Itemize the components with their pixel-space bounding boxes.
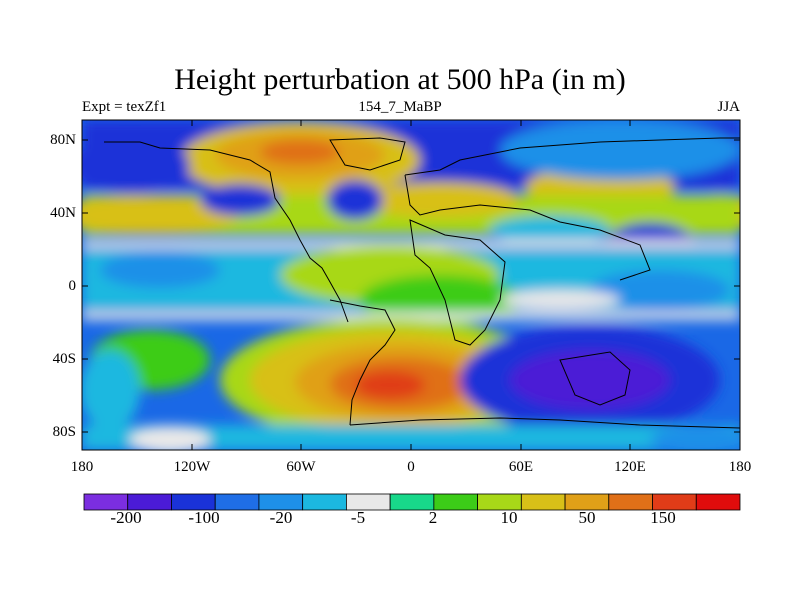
field-blob <box>82 137 190 193</box>
field-blob <box>490 216 610 244</box>
coastline-australia <box>559 351 631 406</box>
experiment-label: Expt = texZf1 <box>82 99 167 115</box>
colorbar-label: -20 <box>269 508 293 527</box>
y-tick-label: 0 <box>68 278 77 294</box>
coastline-greenland <box>329 137 406 171</box>
run-label: 154_7_MaBP <box>358 99 442 115</box>
field-blob <box>327 180 383 220</box>
x-tick-label: 120W <box>173 459 211 475</box>
field-blob <box>500 120 740 180</box>
field-blob <box>510 350 670 410</box>
season-label: JJA <box>717 99 740 115</box>
coastline-north-america <box>104 141 349 323</box>
x-tick-label: 120E <box>614 459 646 475</box>
colorbar-label: 10 <box>500 508 518 527</box>
x-tick-label: 60E <box>508 459 534 475</box>
field-band <box>82 240 740 248</box>
colorbar-label: 2 <box>428 508 438 527</box>
coastline-antarctica <box>349 417 740 429</box>
field-blob <box>82 350 140 430</box>
colorbar-label: -100 <box>188 508 220 527</box>
y-tick-label: 80S <box>52 424 76 440</box>
field-blob <box>100 252 220 288</box>
field-blob <box>130 426 210 450</box>
contour-field <box>82 120 740 450</box>
coastline-africa <box>409 219 506 346</box>
field-blob <box>500 290 620 310</box>
colorbar <box>83 493 741 511</box>
field-blob <box>590 270 730 310</box>
colorbar-label: 150 <box>650 508 676 527</box>
x-tick-label: 180 <box>728 459 752 475</box>
coastlines <box>104 137 740 429</box>
coastline-eurasia <box>404 137 740 281</box>
coastline-south-america <box>329 299 396 426</box>
field-blob <box>650 426 740 450</box>
field-blob <box>260 140 340 164</box>
plot-title: Height perturbation at 500 hPa (in m) <box>174 63 626 96</box>
colorbar-label: 50 <box>578 508 596 527</box>
x-tick-label: 180 <box>70 459 94 475</box>
x-tick-label: 60W <box>286 459 316 475</box>
y-tick-label: 40S <box>52 351 76 367</box>
x-tick-label: 0 <box>407 459 415 475</box>
y-tick-label: 80N <box>50 132 76 148</box>
field-blob <box>360 182 520 218</box>
colorbar-label: -200 <box>110 508 142 527</box>
y-tick-label: 40N <box>50 205 76 221</box>
field-blob <box>355 371 425 399</box>
colorbar-swatch <box>695 493 741 511</box>
axis-ticks <box>81 120 741 450</box>
field-band <box>82 312 740 320</box>
field-blob <box>82 195 240 235</box>
field-blob <box>200 184 280 216</box>
colorbar-label: -5 <box>350 508 366 527</box>
